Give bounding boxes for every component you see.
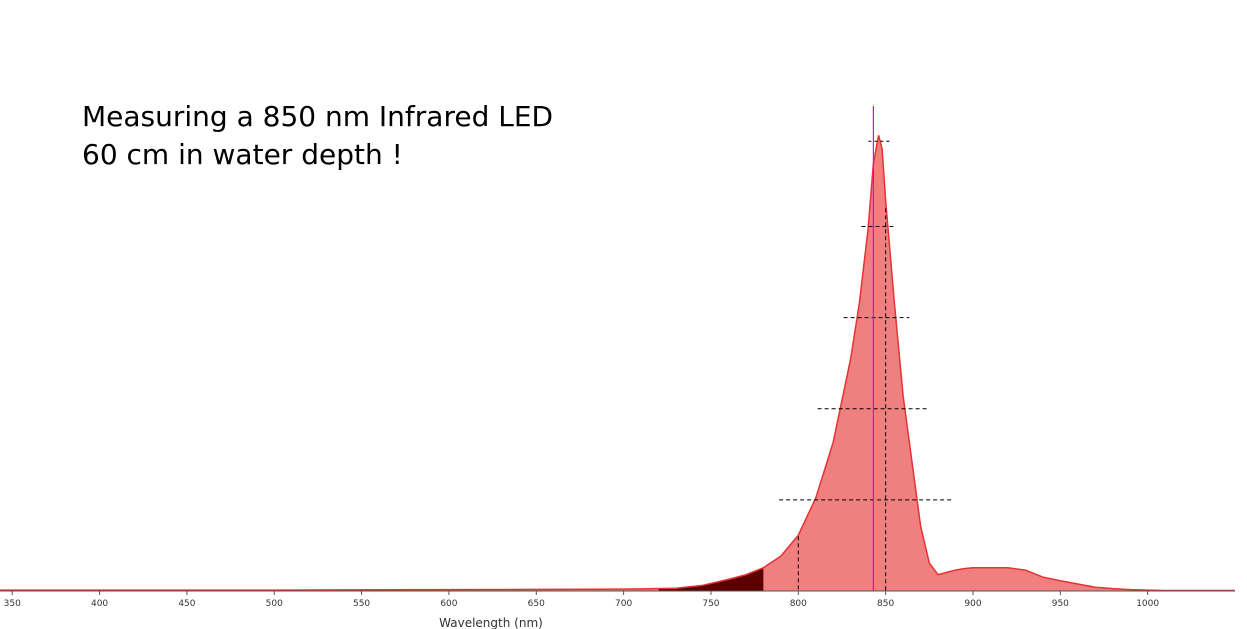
x-axis-title: Wavelength (nm): [439, 616, 543, 629]
annotation-line-2: 60 cm in water depth !: [82, 138, 403, 171]
x-axis: 350 400 450 500 550 600 650 700 750 800 850 900 950 1…: [0, 590, 1235, 609]
x-tick-label-900: 900: [964, 599, 981, 609]
x-tick-label-600: 600: [440, 599, 457, 609]
x-tick-label-950: 950: [1052, 599, 1069, 609]
annotation-line-1: Measuring a 850 nm Infrared LED: [82, 100, 554, 133]
x-tick-label-400: 400: [91, 599, 108, 609]
plot-area: [0, 106, 1235, 592]
x-tick-label-650: 650: [528, 599, 545, 609]
x-tick-label-750: 750: [702, 599, 719, 609]
x-tick-label-800: 800: [790, 599, 807, 609]
spectrum-line: [0, 135, 1235, 592]
x-tick-label-450: 450: [178, 599, 195, 609]
spectrum-area: [0, 135, 1235, 592]
x-tick-label-550: 550: [353, 599, 370, 609]
x-tick-label-350: 350: [4, 599, 21, 609]
dark-region: [658, 567, 764, 591]
x-tick-label-500: 500: [266, 599, 283, 609]
x-tick-label-700: 700: [615, 599, 632, 609]
x-tick-label-1000: 1000: [1136, 599, 1159, 609]
x-tick-label-850: 850: [877, 599, 894, 609]
